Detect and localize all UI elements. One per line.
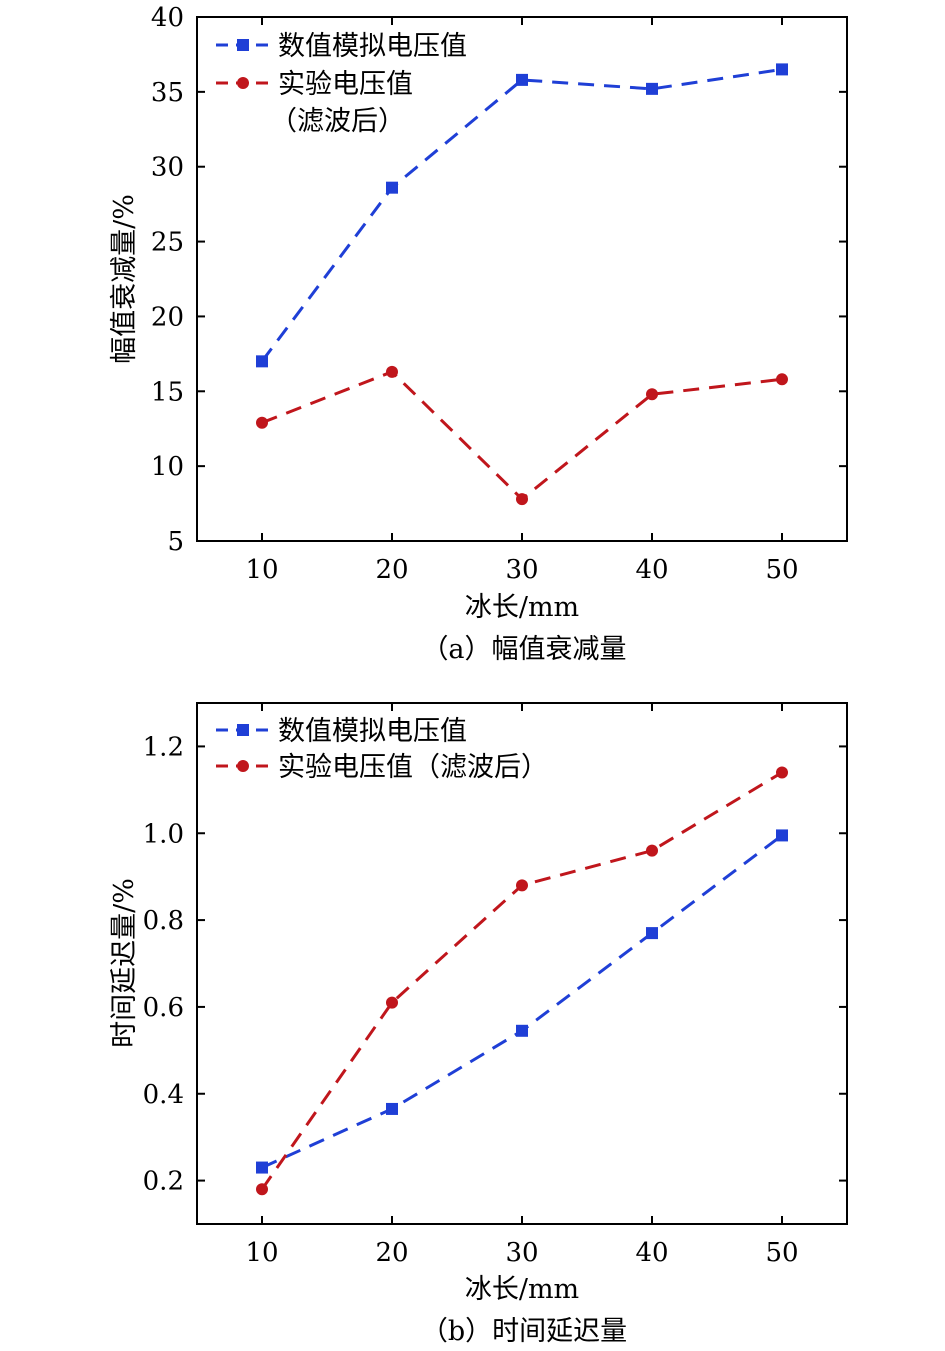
x-axis-label: 冰长/mm	[465, 1274, 579, 1305]
x-axis-label: 冰长/mm	[465, 592, 579, 623]
y-axis-ticks: 5 10 15 20 25 30 35 40	[151, 3, 847, 557]
legend: 数值模拟电压值 实验电压值 （滤波后）	[216, 31, 467, 137]
x-axis-ticks: 10 20 30 40 50	[245, 17, 799, 585]
legend-marker-experimental	[237, 760, 249, 772]
legend-label-simulated: 数值模拟电压值	[278, 31, 467, 62]
y-tick-label: 5	[167, 527, 184, 557]
x-tick-label: 20	[375, 555, 408, 585]
x-tick-label: 10	[245, 555, 278, 585]
chart-caption: （b）时间延迟量	[421, 1316, 627, 1347]
y-tick-label: 15	[151, 377, 184, 407]
y-tick-label: 1.0	[143, 819, 184, 849]
data-point-simulated	[516, 73, 528, 86]
series-line-simulated	[260, 67, 783, 363]
y-tick-label: 35	[151, 78, 184, 108]
chart-time-delay: 10 20 30 40 50 0.2 0.4 0.6 0.8 1.0 1.2 数值模拟电压值 实验…	[109, 702, 848, 1347]
data-point-experimental	[386, 996, 398, 1009]
data-point-experimental	[776, 373, 788, 386]
data-point-experimental	[516, 493, 528, 506]
y-axis-label: 时间延迟量/%	[109, 878, 140, 1048]
x-tick-label: 50	[765, 1238, 798, 1268]
data-point-simulated	[256, 355, 268, 368]
chart-caption: （a）幅值衰减量	[421, 634, 626, 665]
x-tick-label: 20	[375, 1238, 408, 1268]
y-tick-label: 0.2	[143, 1167, 184, 1197]
y-tick-label: 0.8	[143, 906, 184, 936]
legend: 数值模拟电压值 实验电压值（滤波后）	[216, 716, 548, 783]
x-axis-ticks: 10 20 30 40 50	[245, 703, 799, 1268]
y-tick-label: 30	[151, 153, 184, 183]
series-line-experimental	[260, 771, 783, 1191]
y-axis-label: 幅值衰减量/%	[109, 194, 140, 364]
y-tick-label: 25	[151, 228, 184, 258]
data-point-simulated	[516, 1024, 528, 1037]
legend-label-experimental: 实验电压值	[278, 69, 413, 100]
series-layer	[256, 766, 788, 1196]
x-tick-label: 10	[245, 1238, 278, 1268]
legend-label-simulated: 数值模拟电压值	[278, 716, 467, 747]
data-point-experimental	[386, 365, 398, 378]
y-tick-label: 1.2	[143, 732, 184, 762]
y-tick-label: 0.6	[143, 993, 184, 1023]
data-point-experimental	[256, 416, 268, 429]
data-point-simulated	[776, 63, 788, 76]
data-point-simulated	[776, 829, 788, 842]
data-point-simulated	[256, 1161, 268, 1174]
data-point-experimental	[646, 844, 658, 857]
y-tick-label: 10	[151, 452, 184, 482]
legend-label-experimental: 实验电压值（滤波后）	[278, 752, 548, 783]
legend-marker-simulated	[237, 724, 249, 736]
y-tick-label: 0.4	[143, 1080, 184, 1110]
data-point-simulated	[386, 181, 398, 194]
x-tick-label: 50	[765, 555, 798, 585]
legend-marker-simulated	[237, 39, 249, 51]
x-tick-label: 30	[505, 1238, 538, 1268]
data-point-simulated	[386, 1102, 398, 1115]
data-point-experimental	[646, 388, 658, 401]
x-tick-label: 40	[635, 555, 668, 585]
data-point-simulated	[646, 927, 658, 940]
data-point-experimental	[516, 879, 528, 892]
data-point-simulated	[646, 82, 658, 95]
legend-marker-experimental	[237, 77, 249, 89]
data-point-experimental	[776, 766, 788, 779]
x-tick-label: 40	[635, 1238, 668, 1268]
series-layer	[256, 63, 788, 506]
series-line-experimental	[261, 370, 783, 502]
chart-amplitude-attenuation: 10 20 30 40 50 5 10 15 20 25 30 35 40 数值模拟电压值 实验电压值…	[109, 3, 848, 665]
legend-label-experimental-line2: （滤波后）	[270, 106, 405, 137]
x-tick-label: 30	[505, 555, 538, 585]
y-axis-ticks: 0.2 0.4 0.6 0.8 1.0 1.2	[143, 732, 847, 1197]
data-point-experimental	[256, 1183, 268, 1196]
y-tick-label: 40	[151, 3, 184, 33]
y-tick-label: 20	[151, 302, 184, 332]
